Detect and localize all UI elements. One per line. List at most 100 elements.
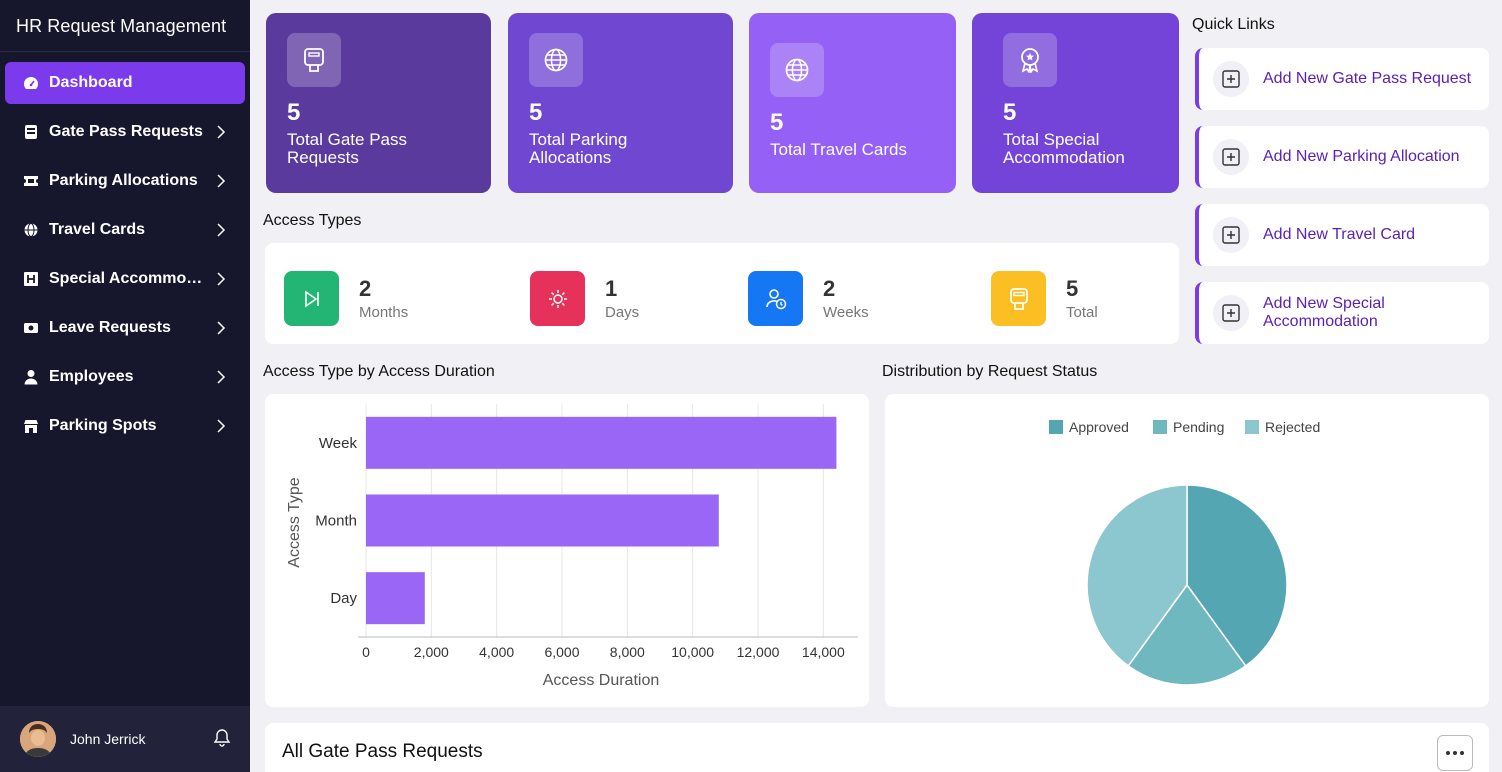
chevron-right-icon <box>217 321 226 335</box>
sidebar-item-label: Travel Cards <box>49 221 146 238</box>
access-item-weeks: 2 Weeks <box>748 271 869 326</box>
stat-card-travel[interactable]: 5 Total Travel Cards <box>749 13 956 193</box>
access-item-total: 5 Total <box>991 271 1098 326</box>
store-icon <box>21 416 41 436</box>
sidebar-item-travel-cards[interactable]: Travel Cards <box>5 209 245 251</box>
gate-pass-icon <box>21 122 41 142</box>
access-label: Months <box>359 304 409 321</box>
sidebar-item-label: Parking Spots <box>49 417 157 434</box>
pie-slice-rejected[interactable] <box>1086 484 1188 667</box>
globe-icon <box>529 33 583 87</box>
y-axis-label: Access Type <box>286 477 303 568</box>
sidebar-item-leave-requests[interactable]: Leave Requests <box>5 307 245 349</box>
globe-icon <box>21 220 41 240</box>
quick-links-title: Quick Links <box>1192 16 1275 33</box>
user-clock-icon <box>748 271 803 326</box>
sidebar-item-label: Special Accommodation <box>49 270 207 287</box>
plus-square-icon <box>1213 61 1249 97</box>
quick-link-label: Add New Gate Pass Request <box>1263 70 1472 87</box>
sidebar-item-parking-spots[interactable]: Parking Spots <box>5 405 245 447</box>
avatar[interactable] <box>20 721 56 757</box>
ticket-icon <box>21 171 41 191</box>
chevron-right-icon <box>217 419 226 433</box>
sidebar: HR Request Management Dashboard Gate Pas… <box>0 0 250 772</box>
stat-card-parking[interactable]: 5 Total Parking Allocations <box>508 13 733 193</box>
stat-value: 5 <box>1003 99 1017 126</box>
bar-week[interactable] <box>366 416 837 469</box>
app-title: HR Request Management <box>0 0 250 52</box>
x-tick-label: 8,000 <box>610 644 645 660</box>
quick-link-label: Add New Travel Card <box>1263 226 1416 243</box>
quick-link-gate-pass[interactable]: Add New Gate Pass Request <box>1195 48 1489 110</box>
access-item-months: 2 Months <box>284 271 408 326</box>
sidebar-item-label: Leave Requests <box>49 319 171 336</box>
access-types-panel: 2 Months 1 Days 2 Weeks 5 Total <box>265 243 1179 344</box>
bar-month[interactable] <box>366 494 719 547</box>
sidebar-item-label: Dashboard <box>49 74 133 91</box>
pie-chart-panel: Approved Pending Rejected <box>885 394 1489 707</box>
money-icon <box>21 318 41 338</box>
bar-chart: 0 2,000 4,000 6,000 8,000 10,000 12,000 14,000 W… <box>286 404 858 689</box>
bar-chart-panel: 0 2,000 4,000 6,000 8,000 10,000 12,000 14,000 W… <box>265 394 869 707</box>
bar-chart-title: Access Type by Access Duration <box>263 363 495 380</box>
quick-link-travel-card[interactable]: Add New Travel Card <box>1195 204 1489 266</box>
access-value: 2 <box>823 276 836 301</box>
sidebar-nav: Dashboard Gate Pass Requests Parking All… <box>0 52 250 447</box>
access-item-days: 1 Days <box>530 271 639 326</box>
x-tick-label: 4,000 <box>479 644 514 660</box>
pie-slice-pending[interactable] <box>1127 583 1247 686</box>
x-tick-label: 0 <box>362 644 370 660</box>
x-tick-label: 12,000 <box>737 644 780 660</box>
sidebar-item-employees[interactable]: Employees <box>5 356 245 398</box>
stat-card-gate-pass[interactable]: 5 Total Gate Pass Requests <box>266 13 491 193</box>
pie-chart-title: Distribution by Request Status <box>882 363 1098 380</box>
x-tick-label: 14,000 <box>802 644 845 660</box>
stat-card-special[interactable]: 5 Total Special Accommodation <box>972 13 1179 193</box>
sidebar-item-special-accommodation[interactable]: Special Accommodation <box>5 258 245 300</box>
dashboard-icon <box>21 73 41 93</box>
x-tick-label: 2,000 <box>414 644 449 660</box>
sidebar-item-gate-pass-requests[interactable]: Gate Pass Requests <box>5 111 245 153</box>
sidebar-item-parking-allocations[interactable]: Parking Allocations <box>5 160 245 202</box>
pie-slice-approved[interactable] <box>1186 484 1288 667</box>
access-types-title: Access Types <box>263 212 362 229</box>
stat-value: 5 <box>529 99 543 126</box>
stat-label: Total Special Accommodation <box>1003 130 1125 167</box>
legend-label-rejected[interactable]: Rejected <box>1265 419 1320 435</box>
bar-day[interactable] <box>366 572 425 625</box>
stat-value: 5 <box>287 99 301 126</box>
legend-swatch <box>1153 420 1167 434</box>
stat-label: Total Travel Cards <box>770 140 907 159</box>
chevron-right-icon <box>217 125 226 139</box>
stat-label: Total Gate Pass Requests <box>287 130 408 167</box>
gate-pass-requests-title: All Gate Pass Requests <box>282 741 483 762</box>
chevron-right-icon <box>217 223 226 237</box>
sidebar-item-label: Employees <box>49 368 134 385</box>
user-icon <box>21 367 41 387</box>
legend-label-approved[interactable]: Approved <box>1069 419 1129 435</box>
chevron-right-icon <box>217 272 226 286</box>
access-label: Weeks <box>823 304 869 321</box>
quick-link-parking[interactable]: Add New Parking Allocation <box>1195 126 1489 188</box>
access-label: Days <box>605 304 640 321</box>
sidebar-item-dashboard[interactable]: Dashboard <box>5 62 245 104</box>
gate-pass-icon <box>991 271 1046 326</box>
x-tick-label: 10,000 <box>671 644 714 660</box>
quick-link-special-accommodation[interactable]: Add New Special Accommodation <box>1195 282 1489 344</box>
legend-swatch <box>1245 420 1259 434</box>
legend-label-pending[interactable]: Pending <box>1173 419 1224 435</box>
stat-value: 5 <box>770 109 784 136</box>
ellipsis-icon <box>1446 751 1464 755</box>
access-value: 5 <box>1066 276 1079 301</box>
sidebar-item-label: Gate Pass Requests <box>49 123 203 140</box>
bell-icon[interactable] <box>212 728 232 748</box>
sun-icon <box>530 271 585 326</box>
stat-label: Total Parking Allocations <box>529 130 628 167</box>
sidebar-item-label: Parking Allocations <box>49 172 198 189</box>
more-options-button[interactable] <box>1437 735 1473 771</box>
globe-icon <box>770 43 824 97</box>
chevron-right-icon <box>217 174 226 188</box>
chevron-right-icon <box>217 370 226 384</box>
legend-swatch <box>1049 420 1063 434</box>
y-tick-label: Day <box>330 590 357 607</box>
